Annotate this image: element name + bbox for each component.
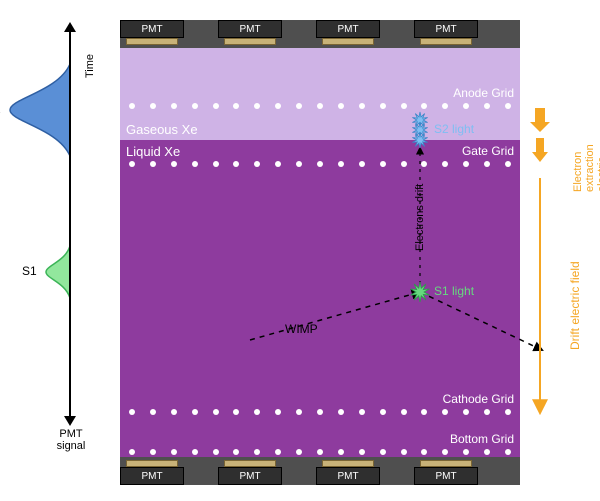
drift-field-label: Drift electric field bbox=[568, 261, 582, 350]
diagram-stage: PMTPMTPMTPMTPMTPMTPMTPMTAnode GridGate G… bbox=[0, 0, 600, 501]
electron-drift-label: Electrons drift bbox=[414, 184, 426, 251]
time-axis-label-top: Time bbox=[84, 54, 96, 78]
efield-arrow bbox=[530, 108, 550, 132]
time-axis bbox=[69, 30, 71, 418]
time-axis-arrow-up bbox=[64, 22, 76, 32]
s2-star-icon bbox=[412, 132, 427, 148]
wimp-label: WIMP bbox=[285, 322, 318, 336]
s1-light-label: S1 light bbox=[434, 284, 474, 298]
s1-star-icon bbox=[410, 282, 429, 302]
efield-arrow bbox=[532, 138, 548, 162]
extraction-field-label: Electron extraction electric field bbox=[572, 144, 600, 192]
wimp-track-in bbox=[250, 292, 420, 340]
time-axis-arrow-down bbox=[64, 416, 76, 426]
s2-light-label: S2 light bbox=[434, 122, 474, 136]
pulse-s1 bbox=[46, 246, 70, 298]
pulse-s2 bbox=[10, 64, 70, 156]
wimp-track-out bbox=[420, 292, 542, 350]
time-axis-label-bottom: PMT signal bbox=[46, 428, 96, 452]
pulse-label-s1: S1 bbox=[22, 264, 37, 278]
pulse-label-s2: S2 bbox=[0, 102, 1, 116]
